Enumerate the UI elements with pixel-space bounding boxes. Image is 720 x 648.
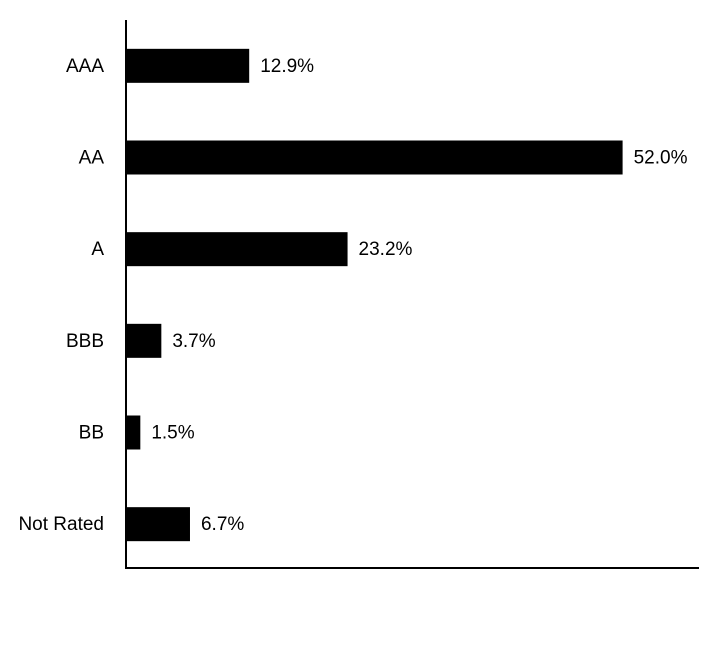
value-label: 12.9% bbox=[260, 56, 314, 77]
category-label: AAA bbox=[66, 56, 104, 77]
bar bbox=[126, 48, 250, 83]
value-label: 3.7% bbox=[172, 331, 215, 352]
category-label: BB bbox=[79, 423, 104, 444]
bar bbox=[126, 415, 141, 450]
value-label: 1.5% bbox=[151, 423, 194, 444]
category-label: AA bbox=[79, 148, 105, 169]
value-label: 23.2% bbox=[359, 239, 413, 260]
bar bbox=[126, 323, 162, 358]
bar bbox=[126, 140, 623, 175]
value-label: 52.0% bbox=[634, 148, 688, 169]
bar bbox=[126, 232, 348, 267]
category-label: BBB bbox=[66, 331, 104, 352]
value-label: 6.7% bbox=[201, 514, 244, 535]
category-label: A bbox=[91, 239, 104, 260]
bar bbox=[126, 507, 190, 542]
category-label: Not Rated bbox=[18, 514, 104, 535]
